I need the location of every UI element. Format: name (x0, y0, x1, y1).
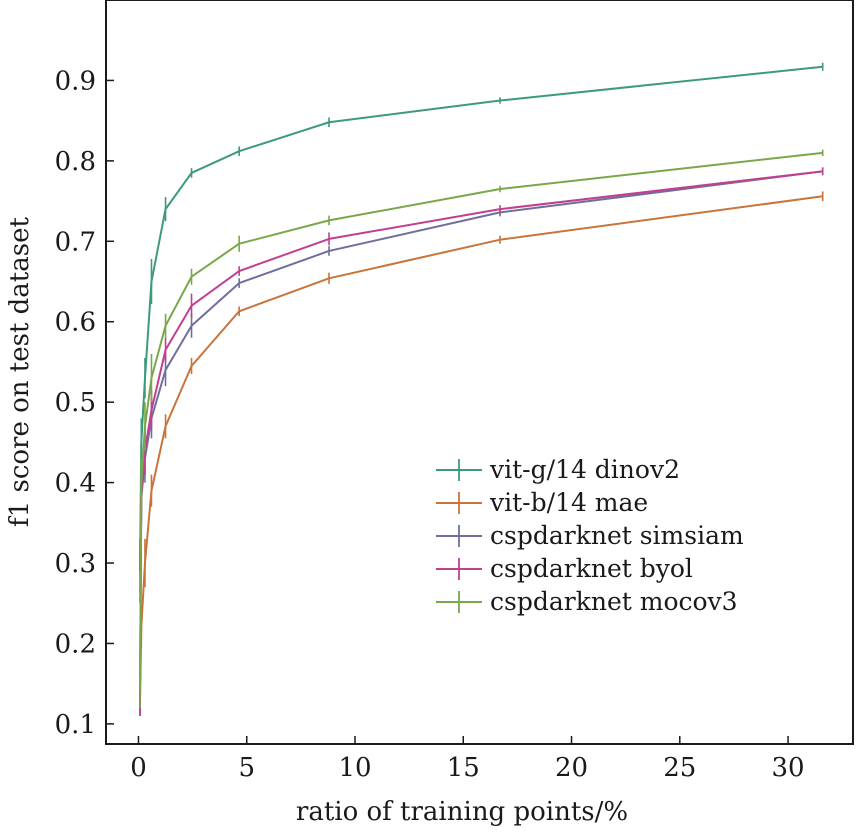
y-tick-label: 0.6 (55, 308, 96, 338)
x-axis-ticks: 0 5 10 15 20 25 30 (130, 736, 805, 783)
x-tick-label: 30 (771, 753, 804, 783)
series-line (138, 170, 823, 704)
legend-label: vit-b/14 mae (489, 488, 648, 517)
x-tick-label: 15 (447, 753, 480, 783)
series-2 (138, 167, 824, 716)
legend-item: cspdarknet byol (436, 554, 693, 583)
legend-item: vit-b/14 mae (436, 488, 648, 517)
series-4 (138, 149, 824, 708)
legend-label: cspdarknet simsiam (490, 521, 744, 550)
x-axis-label: ratio of training points/% (296, 797, 628, 827)
series-line (138, 151, 823, 692)
series-line (138, 170, 823, 700)
legend-item: cspdarknet mocov3 (436, 587, 738, 616)
y-tick-label: 0.2 (55, 629, 96, 659)
y-tick-label: 0.9 (55, 66, 96, 96)
y-tick-label: 0.4 (55, 469, 96, 499)
legend-label: cspdarknet mocov3 (490, 587, 738, 616)
series-3 (138, 168, 824, 716)
y-tick-label: 0.1 (55, 710, 96, 740)
y-tick-label: 0.5 (55, 388, 96, 418)
x-tick-label: 25 (663, 753, 696, 783)
x-tick-label: 10 (338, 753, 371, 783)
x-tick-label: 20 (555, 753, 588, 783)
y-tick-label: 0.7 (55, 227, 96, 257)
legend-label: cspdarknet byol (490, 554, 693, 583)
legend: vit-g/14 dinov2 vit-b/14 mae cspdarknet si… (436, 455, 744, 616)
x-tick-label: 0 (130, 753, 147, 783)
legend-label: vit-g/14 dinov2 (489, 455, 680, 484)
legend-item: cspdarknet simsiam (436, 521, 744, 550)
series-layer (138, 62, 824, 716)
y-axis-ticks: 0.1 0.2 0.3 0.4 0.5 0.6 0.7 0.8 0.9 (55, 66, 114, 740)
x-tick-label: 5 (238, 753, 255, 783)
plot-frame (105, 0, 854, 745)
series-line (138, 195, 823, 700)
y-tick-label: 0.8 (55, 147, 96, 177)
series-line (138, 65, 823, 572)
y-axis-label: f1 score on test dataset (5, 217, 35, 527)
legend-item: vit-g/14 dinov2 (436, 455, 680, 484)
y-tick-label: 0.3 (55, 549, 96, 579)
